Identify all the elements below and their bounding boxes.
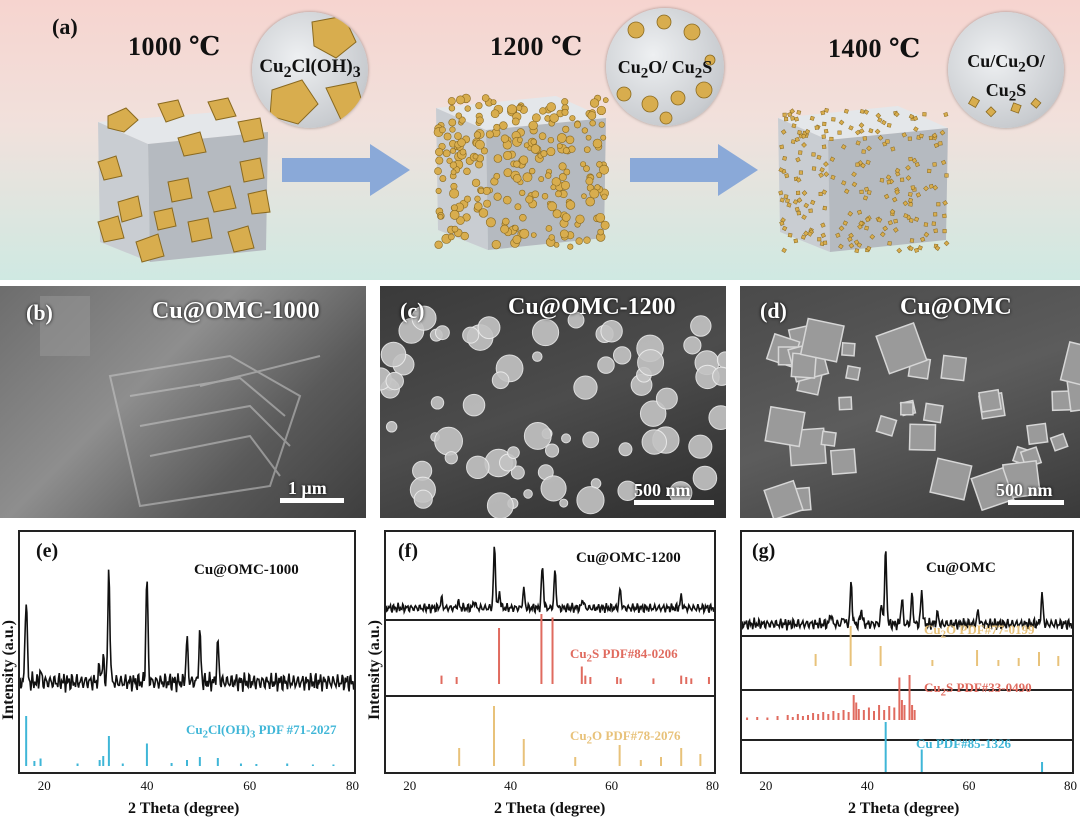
panel-label-c: (c) xyxy=(400,298,425,323)
x-tick-label: 80 xyxy=(346,778,359,793)
reference-label-g-cu: Cu PDF#85-1326 xyxy=(916,736,1011,751)
x-tick-label: 20 xyxy=(37,778,51,793)
xrd-chart-g xyxy=(740,530,1074,774)
sem-particles xyxy=(380,305,726,518)
reference-label-g-cu2s: Cu2S PDF#33-0490 xyxy=(924,680,1032,699)
carbon-cube-1200 xyxy=(433,93,610,250)
panel-label-e: (e) xyxy=(36,540,59,562)
xrd-plot-e xyxy=(19,569,355,766)
xrd-pattern-line xyxy=(741,551,1073,633)
xrd-chart-f xyxy=(384,530,716,774)
series-label-f: Cu@OMC-1200 xyxy=(576,550,681,566)
x-tick-label: 80 xyxy=(706,778,719,793)
sem-crystals xyxy=(763,317,1080,518)
y-axis-label-e: Intensity (a.u.) xyxy=(0,619,17,720)
temperature-label-1200: 1200 ℃ xyxy=(490,32,583,61)
right-arrow-icon xyxy=(282,144,410,196)
sem-texture xyxy=(40,296,321,508)
sem-image-b: (b) Cu@OMC-1000 1 μm xyxy=(0,286,366,518)
phase-text-1000: Cu2Cl(OH)3 xyxy=(259,56,361,81)
carbon-cube-1000 xyxy=(97,97,271,263)
reference-label-f-cu2o: Cu2O PDF#78-2076 xyxy=(570,728,681,747)
panel-label-f: (f) xyxy=(398,540,418,562)
x-tick-label: 40 xyxy=(140,778,154,793)
sem-image-c: (c) Cu@OMC-1200 500 nm xyxy=(380,286,726,518)
panel-label-g: (g) xyxy=(752,540,776,562)
y-axis-label-f: Intensity (a.u.) xyxy=(366,619,383,720)
xrd-chart-e xyxy=(18,530,356,774)
x-tick-label: 20 xyxy=(403,778,417,793)
temperature-label-1400: 1400 ℃ xyxy=(828,34,921,63)
crystal-icon xyxy=(269,15,365,125)
scale-bar-text-c: 500 nm xyxy=(634,480,691,500)
phase-bubble-1400: Cu/Cu2O/Cu2S xyxy=(948,12,1064,128)
right-arrow-icon xyxy=(630,144,758,196)
x-tick-label: 60 xyxy=(243,778,257,793)
phase-bubble-1000: Cu2Cl(OH)3 xyxy=(252,12,368,128)
temperature-label-1000: 1000 ℃ xyxy=(128,32,221,61)
phase-text-1400: Cu/Cu2O/Cu2S xyxy=(967,51,1045,105)
sem-title-b: Cu@OMC-1000 xyxy=(152,298,320,324)
carbon-cube-1400 xyxy=(778,106,950,254)
phase-bubble-1200: Cu2O/ Cu2S xyxy=(606,8,724,126)
x-tick-label: 60 xyxy=(962,778,976,793)
reference-label-f-cu2s: Cu2S PDF#84-0206 xyxy=(570,646,678,665)
x-tick-label: 40 xyxy=(860,778,874,793)
scale-bar-b xyxy=(280,498,344,503)
series-label-g: Cu@OMC xyxy=(926,560,996,576)
panel-label-a: (a) xyxy=(52,14,78,39)
crystal-icon xyxy=(967,95,1042,118)
reference-label-g-cu2o: Cu2O PDF#77-0199 xyxy=(924,622,1035,641)
x-axis-label-g: 2 Theta (degree) xyxy=(848,800,960,817)
scale-bar-c xyxy=(634,500,714,505)
panel-label-d: (d) xyxy=(760,298,787,323)
particle-icon xyxy=(616,14,716,125)
xrd-pattern-line xyxy=(19,569,355,693)
sem-image-d: (d) Cu@OMC 500 nm xyxy=(740,286,1080,518)
x-tick-label: 20 xyxy=(759,778,773,793)
xrd-plot-g xyxy=(741,551,1073,772)
phase-text-1200: Cu2O/ Cu2S xyxy=(617,57,713,82)
x-axis-label-f: 2 Theta (degree) xyxy=(494,800,606,817)
panel-label-b: (b) xyxy=(26,300,53,325)
sem-title-c: Cu@OMC-1200 xyxy=(508,294,676,320)
xrd-plot-f xyxy=(385,546,715,766)
xrd-pattern-line xyxy=(385,546,715,616)
scale-bar-d xyxy=(1008,500,1064,505)
x-tick-label: 80 xyxy=(1064,778,1077,793)
scale-bar-text-b: 1 μm xyxy=(288,478,327,498)
x-tick-label: 60 xyxy=(605,778,619,793)
x-tick-label: 40 xyxy=(504,778,518,793)
sem-title-d: Cu@OMC xyxy=(900,294,1012,320)
scale-bar-text-d: 500 nm xyxy=(996,480,1053,500)
x-axis-label-e: 2 Theta (degree) xyxy=(128,800,240,817)
schematic-panel: (a) 1000 ℃ 1200 ℃ 1400 ℃ Cu2Cl(OH)3 Cu2O… xyxy=(0,0,1080,280)
series-label-e: Cu@OMC-1000 xyxy=(194,562,299,578)
reference-label-e: Cu2Cl(OH)3 PDF #71-2027 xyxy=(186,722,337,741)
